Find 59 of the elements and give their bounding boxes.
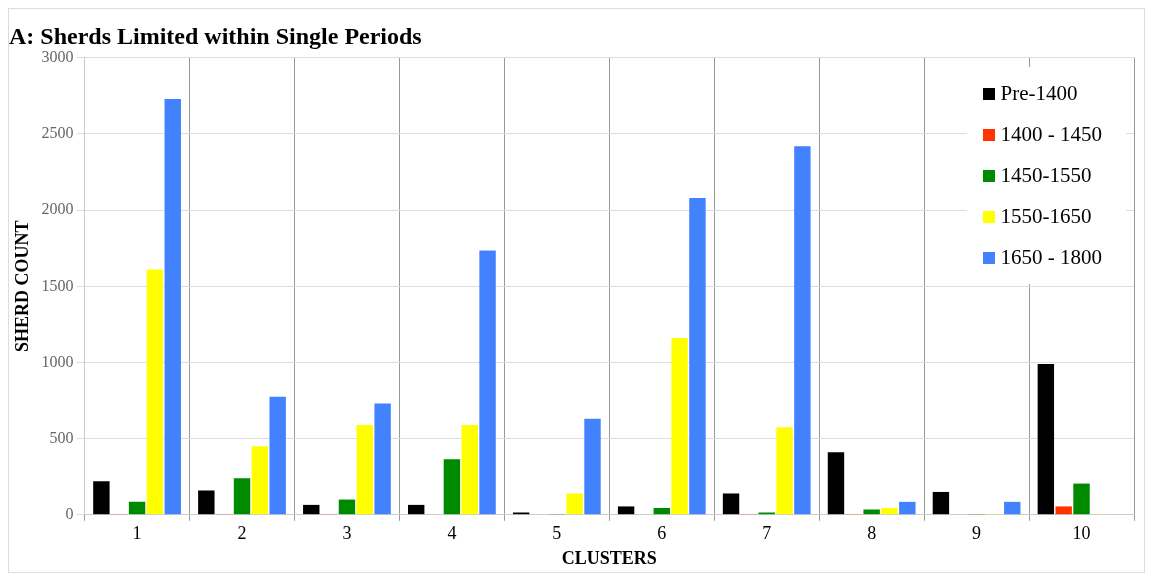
chart-title: A: Sherds Limited within Single Periods — [9, 22, 422, 49]
bar — [617, 506, 635, 515]
y-tick-label: 1500 — [41, 276, 74, 294]
legend-label: 1550-1650 — [1000, 204, 1092, 229]
x-tick-label: 1 — [132, 523, 142, 544]
bar — [1004, 501, 1021, 515]
legend-label: 1450-1550 — [1000, 163, 1092, 188]
bar — [584, 418, 601, 515]
bar — [1073, 483, 1090, 515]
x-tick-label: 7 — [762, 523, 772, 544]
legend-label: Pre-1400 — [1000, 81, 1078, 106]
y-tick-label: 3000 — [41, 48, 74, 65]
x-tick-label: 3 — [342, 523, 352, 544]
x-axis-title: CLUSTERS — [561, 547, 657, 568]
bar — [653, 507, 670, 515]
bar — [479, 250, 496, 515]
bar — [128, 501, 146, 515]
bar — [1055, 506, 1072, 515]
bar — [93, 481, 110, 515]
bar — [408, 504, 425, 515]
x-tick-label: 6 — [657, 523, 667, 544]
x-tick-label: 8 — [867, 523, 877, 544]
bar — [1037, 363, 1055, 515]
bar — [827, 452, 845, 515]
y-tick-label: 2500 — [41, 124, 74, 142]
bar — [251, 446, 269, 515]
y-tick-label: 2000 — [41, 200, 74, 218]
x-tick-label: 10 — [1072, 523, 1091, 544]
legend-label: 1650 - 1800 — [1000, 245, 1102, 270]
bar — [776, 427, 793, 515]
bar — [689, 197, 706, 515]
bar — [566, 493, 583, 515]
bar — [269, 396, 286, 515]
bar — [198, 490, 215, 515]
x-tick-label: 4 — [447, 523, 457, 544]
x-tick-label: 9 — [972, 523, 982, 544]
y-tick-label: 1000 — [41, 352, 74, 370]
bar — [671, 338, 688, 515]
x-tick-label: 2 — [237, 523, 247, 544]
legend-label: 1400 - 1450 — [1000, 122, 1102, 147]
bar — [932, 491, 950, 515]
bar — [374, 403, 391, 515]
bar — [356, 424, 373, 515]
bar — [461, 424, 478, 515]
bar — [164, 98, 181, 515]
bar — [863, 509, 880, 515]
bar — [881, 507, 898, 515]
y-tick-label: 500 — [49, 428, 74, 446]
bar — [443, 459, 461, 515]
y-tick-label: 0 — [65, 505, 74, 522]
y-axis-title: SHERD COUNT — [12, 220, 33, 353]
x-tick-label: 5 — [552, 523, 562, 544]
bar — [303, 504, 320, 515]
bar — [338, 499, 356, 515]
bar — [899, 501, 916, 515]
bar — [233, 478, 251, 515]
bar — [146, 269, 164, 515]
bar — [722, 493, 740, 515]
bar — [794, 146, 811, 515]
